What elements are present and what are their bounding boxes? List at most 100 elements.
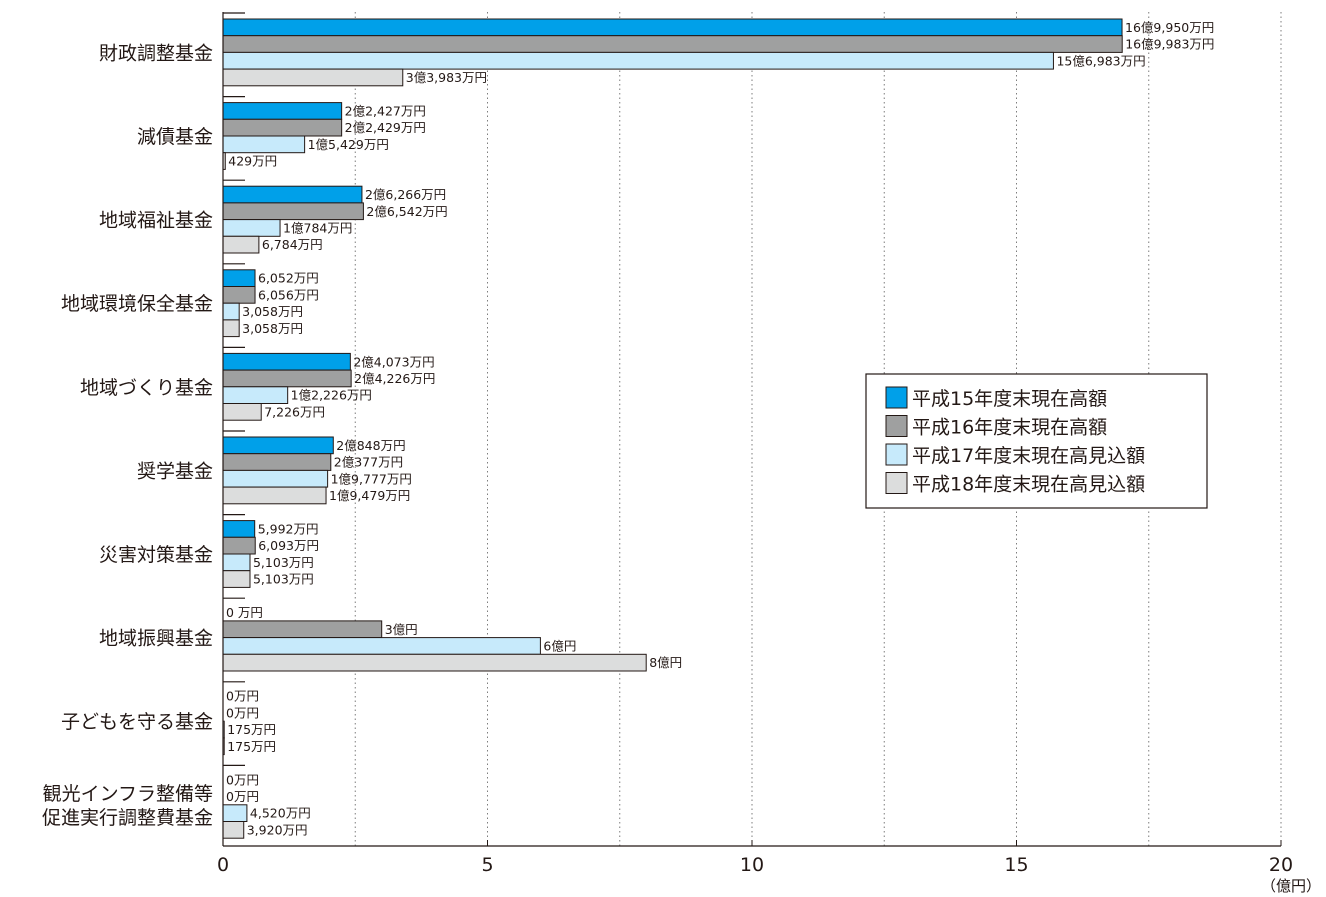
category-label: 地域環境保全基金 <box>61 293 213 315</box>
category-label: 促進実行調整費基金 <box>42 807 213 829</box>
bar <box>222 520 256 538</box>
data-label: 1億9,777万円 <box>331 471 412 486</box>
bar <box>222 202 364 221</box>
data-label: 3,058万円 <box>242 304 303 319</box>
bar <box>222 620 383 639</box>
bar <box>222 536 256 555</box>
data-label: 6億円 <box>543 638 576 653</box>
legend-label: 平成17年度末現在高見込額 <box>912 445 1145 467</box>
bar <box>222 653 647 672</box>
x-tick-label: 15 <box>1004 854 1028 876</box>
data-label: 16億9,950万円 <box>1125 20 1214 35</box>
legend-label: 平成15年度末現在高額 <box>912 388 1107 410</box>
bar <box>222 553 251 572</box>
bar <box>222 68 404 87</box>
x-tick-label: 10 <box>740 854 764 876</box>
bar <box>222 35 1123 53</box>
category-label: 災害対策基金 <box>99 544 213 566</box>
legend-swatch <box>885 472 908 494</box>
data-label: 429万円 <box>228 154 277 169</box>
data-label: 175万円 <box>227 722 276 737</box>
data-label: 2億4,073万円 <box>353 354 434 369</box>
bar <box>222 118 343 137</box>
data-label: 6,052万円 <box>258 271 319 286</box>
legend: 平成15年度末現在高額平成16年度末現在高額平成17年度末現在高見込額平成18年… <box>865 373 1208 509</box>
data-label: 2億6,542万円 <box>366 204 447 219</box>
data-label: 0万円 <box>226 789 259 804</box>
data-label: 2億4,226万円 <box>354 371 435 386</box>
bar <box>222 486 327 505</box>
bar <box>222 51 1054 70</box>
data-label: 2億6,266万円 <box>365 187 446 202</box>
category-label: 減債基金 <box>137 126 213 148</box>
data-label: 4,520万円 <box>250 806 311 821</box>
data-label: 6,784万円 <box>262 237 323 252</box>
data-label: 3億円 <box>385 622 418 637</box>
data-label: 2億848万円 <box>336 438 405 453</box>
category-label: 奨学基金 <box>137 460 213 482</box>
category-label: 地域福祉基金 <box>99 210 213 232</box>
category-labels: 財政調整基金減債基金地域福祉基金地域環境保全基金地域づくり基金奨学基金災害対策基… <box>42 42 213 828</box>
category-label: 子どもを守る基金 <box>61 711 213 733</box>
category-label: 観光インフラ整備等 <box>43 783 213 805</box>
data-label: 16億9,983万円 <box>1125 37 1214 52</box>
bar <box>222 386 289 404</box>
legend-box <box>865 373 1208 509</box>
bar <box>222 369 352 388</box>
bar <box>222 469 329 488</box>
data-label: 0万円 <box>226 705 259 720</box>
data-label: 15億6,983万円 <box>1056 53 1145 68</box>
x-unit-label: （億円） <box>1261 877 1321 895</box>
bar <box>222 302 240 321</box>
bar <box>222 453 332 471</box>
data-label: 3,058万円 <box>242 321 303 336</box>
category-label: 地域振興基金 <box>99 628 213 650</box>
data-label: 6,056万円 <box>258 287 319 302</box>
data-label: 2億2,427万円 <box>345 103 426 118</box>
bar <box>222 570 251 588</box>
bar <box>222 235 260 254</box>
category-label: 財政調整基金 <box>99 42 213 64</box>
bar <box>222 269 256 287</box>
data-label: 0万円 <box>226 689 259 704</box>
data-label: 1億5,429万円 <box>308 137 389 152</box>
bar <box>222 185 363 204</box>
data-label: 5,992万円 <box>258 521 319 536</box>
data-label: 1億2,226万円 <box>291 388 372 403</box>
data-label: 8億円 <box>649 655 682 670</box>
bar <box>222 219 281 237</box>
bar <box>222 102 343 120</box>
data-label: 1億9,479万円 <box>329 488 410 503</box>
legend-swatch <box>885 415 908 437</box>
bar <box>222 436 334 455</box>
bar <box>222 403 262 421</box>
x-tick-label: 20 <box>1269 854 1293 876</box>
bar <box>222 319 240 338</box>
data-label: 2億377万円 <box>334 455 403 470</box>
bar <box>222 637 541 655</box>
data-label: 175万円 <box>227 739 276 754</box>
category-label: 地域づくり基金 <box>80 377 213 399</box>
x-tick-label: 0 <box>217 854 229 876</box>
bar <box>222 352 351 371</box>
axes: 0 5 10 15 20（億円） <box>217 12 1321 895</box>
data-label: 3億3,983万円 <box>406 70 487 85</box>
legend-label: 平成16年度末現在高額 <box>912 417 1107 439</box>
data-label: 2億2,429万円 <box>345 120 426 135</box>
bar <box>222 18 1123 37</box>
legend-swatch <box>885 386 908 409</box>
data-label: 5,103万円 <box>253 572 314 587</box>
data-label: 5,103万円 <box>253 555 314 570</box>
bar <box>222 286 256 304</box>
bar <box>222 135 306 154</box>
data-labels: 16億9,950万円 2億2,427万円 2億6,266万円 6,052万円 2億4,0… <box>226 20 1214 837</box>
data-label: 7,226万円 <box>264 404 325 419</box>
x-tick-label: 5 <box>481 854 493 876</box>
data-label: 1億784万円 <box>283 220 352 235</box>
data-label: 6,093万円 <box>258 538 319 553</box>
bar <box>222 821 245 839</box>
data-label: 0万円 <box>226 772 259 787</box>
legend-swatch <box>885 443 908 466</box>
